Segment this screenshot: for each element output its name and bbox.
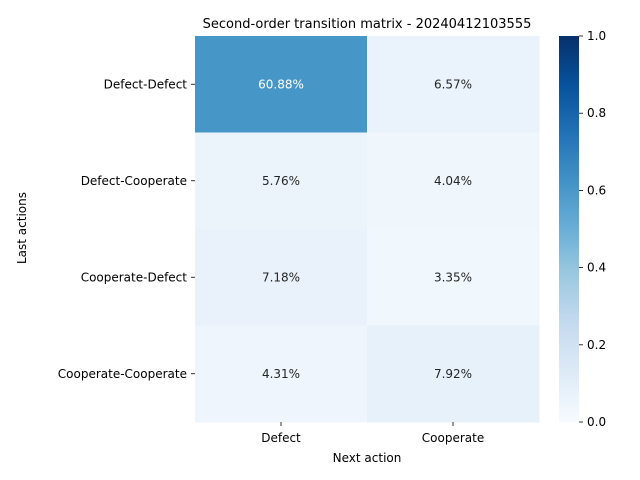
heatmap-cell-labels: 60.88% 6.57% 5.76% 4.04% 7.18% 3.35% 4.31% 7.92… [258,77,472,381]
colorbar-tick-label: 0.6 [587,183,606,197]
heatmap-cell [195,325,368,423]
x-axis-ticks: Defect Cooperate [261,422,484,445]
heatmap-cell [367,132,540,230]
heatmap-cell [195,132,368,230]
heatmap-cell [367,36,540,133]
colorbar: 0.0 0.2 0.4 0.6 0.8 1.0 [559,29,606,429]
colorbar-tick-label: 0.4 [587,261,606,275]
y-axis-ticks: Defect-Defect Defect-Cooperate Cooperate-D… [58,77,195,381]
colorbar-tick-label: 1.0 [587,29,606,43]
x-axis-label: Next action [333,451,402,465]
x-tick-label: Defect [261,431,301,445]
cell-value-label: 4.31% [262,367,300,381]
colorbar-tick-label: 0.8 [587,106,606,120]
cell-value-label: 60.88% [258,77,304,91]
x-tick-label: Cooperate [422,431,484,445]
colorbar-ticks: 0.0 0.2 0.4 0.6 0.8 1.0 [579,29,606,429]
heatmap-cells [195,36,540,423]
colorbar-tick-label: 0.2 [587,338,606,352]
y-tick-label: Cooperate-Defect [81,270,188,284]
chart-title: Second-order transition matrix - 2024041… [203,17,532,32]
y-tick-label: Defect-Cooperate [81,174,187,188]
cell-value-label: 7.18% [262,270,300,284]
colorbar-tick-label: 0.0 [587,415,606,429]
y-tick-label: Defect-Defect [104,77,188,91]
cell-value-label: 7.92% [434,367,472,381]
heatmap-cell [367,325,540,423]
cell-value-label: 6.57% [434,77,472,91]
cell-value-label: 3.35% [434,270,472,284]
cell-value-label: 5.76% [262,174,300,188]
heatmap-cell [195,36,368,133]
colorbar-gradient [559,36,579,422]
y-axis-label: Last actions [15,192,29,264]
heatmap-cell [195,229,368,326]
y-tick-label: Cooperate-Cooperate [58,367,187,381]
cell-value-label: 4.04% [434,174,472,188]
heatmap-cell [367,229,540,326]
